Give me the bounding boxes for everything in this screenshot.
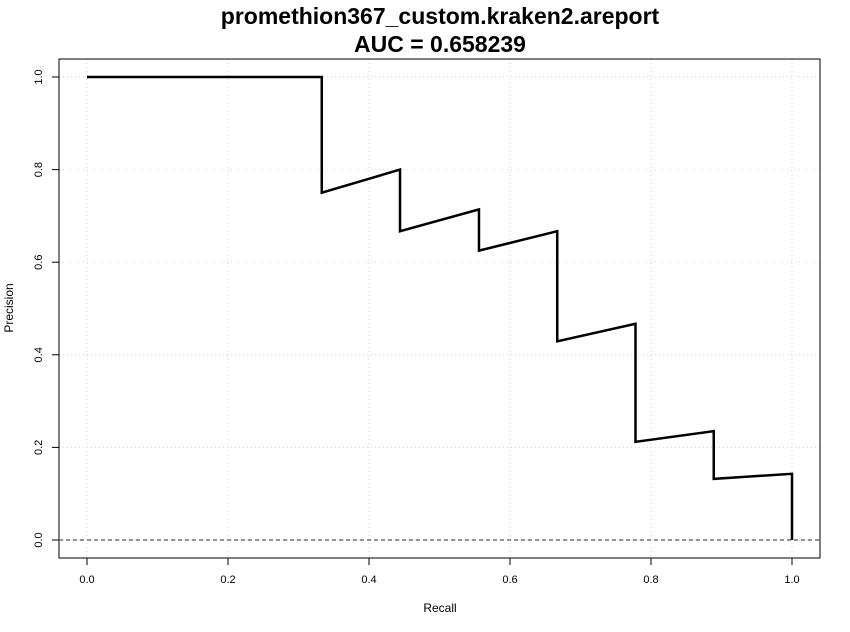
pr-curve-series-0 — [87, 75, 794, 540]
y-tick-label: 0.2 — [33, 440, 45, 455]
y-axis-label: Precision — [2, 283, 16, 332]
x-tick-label: 1.0 — [784, 574, 799, 586]
y-tick-label: 0.4 — [33, 347, 45, 362]
x-tick-label: 0.6 — [502, 574, 517, 586]
y-tick-label: 1.0 — [33, 69, 45, 84]
axes: 0.0 0.2 0.4 0.6 0.8 1.0 0.0 0.2 0.4 0.6 0.8 1.0 — [33, 69, 800, 586]
y-tick-label: 0.6 — [33, 255, 45, 270]
x-tick-label: 0.8 — [643, 574, 658, 586]
y-tick-label: 0.0 — [33, 532, 45, 547]
y-tick-label: 0.8 — [33, 162, 45, 177]
x-tick-label: 0.4 — [361, 574, 376, 586]
chart-title: promethion367_custom.kraken2.areport — [221, 3, 660, 29]
plot-frame — [58, 58, 821, 559]
chart-subtitle: AUC = 0.658239 — [354, 31, 526, 57]
series-layer — [87, 75, 794, 540]
grid — [59, 59, 820, 558]
x-axis-label: Recall — [423, 601, 456, 615]
x-tick-label: 0.2 — [220, 574, 235, 586]
x-tick-label: 0.0 — [79, 574, 94, 586]
